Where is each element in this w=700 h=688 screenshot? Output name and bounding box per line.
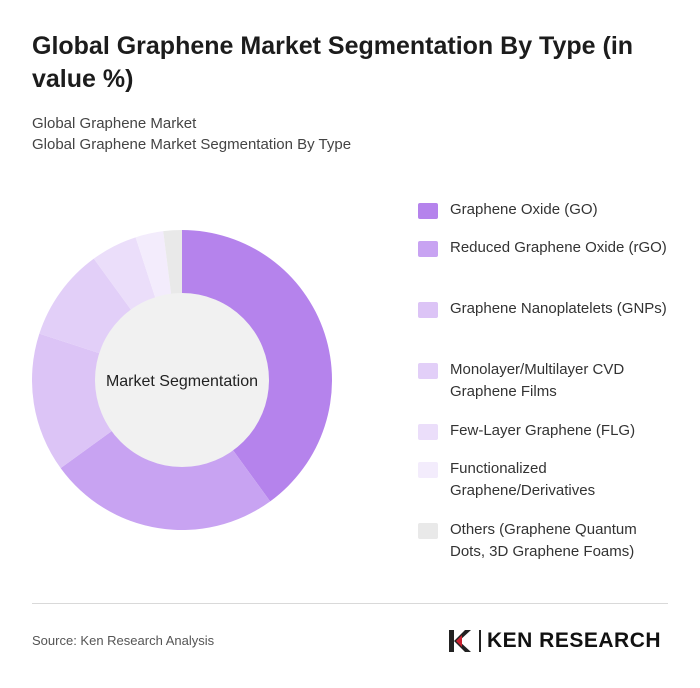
- legend-label: Few-Layer Graphene (FLG): [450, 422, 636, 439]
- ken-research-logo[interactable]: KEN RESEARCH: [447, 624, 661, 658]
- breadcrumb-line-1[interactable]: Global Graphene Market: [32, 115, 197, 132]
- legend-item-6[interactable]: Functionalized Graphene/Derivatives: [418, 458, 670, 502]
- legend-swatch: [418, 363, 438, 379]
- source-note: Source: Ken Research Analysis: [32, 633, 215, 648]
- legend-label: Graphene Oxide (GO): [450, 201, 598, 218]
- donut-chart: Market Segmentation: [32, 230, 332, 530]
- legend-swatch: [418, 424, 438, 440]
- breadcrumb: Global Graphene Market Global Graphene M…: [32, 113, 672, 155]
- legend-label: Functionalized Graphene/Derivatives: [450, 460, 596, 499]
- legend-label: Others (Graphene Quantum Dots, 3D Graphe…: [450, 521, 637, 560]
- legend-item-4[interactable]: Monolayer/Multilayer CVD Graphene Films: [418, 359, 670, 403]
- logo-separator: [479, 630, 481, 652]
- legend-item-7[interactable]: Others (Graphene Quantum Dots, 3D Graphe…: [418, 519, 670, 563]
- center-label: Market Segmentation: [106, 373, 258, 390]
- breadcrumb-line-2[interactable]: Global Graphene Market Segmentation By T…: [32, 136, 352, 153]
- legend-label: Monolayer/Multilayer CVD Graphene Films: [450, 361, 625, 400]
- legend-item-2[interactable]: Reduced Graphene Oxide (rGO): [418, 237, 670, 259]
- ken-research-logo-icon: [449, 630, 471, 652]
- legend-swatch: [418, 241, 438, 257]
- legend-item-1[interactable]: Graphene Oxide (GO): [418, 199, 670, 221]
- legend-swatch: [418, 462, 438, 478]
- legend-swatch: [418, 523, 438, 539]
- logo-text: KEN RESEARCH: [487, 629, 662, 652]
- legend-swatch: [418, 203, 438, 219]
- donut-hole: [95, 293, 269, 467]
- legend-swatch: [418, 302, 438, 318]
- legend-item-5[interactable]: Few-Layer Graphene (FLG): [418, 420, 670, 442]
- legend-item-3[interactable]: Graphene Nanoplatelets (GNPs): [418, 298, 670, 320]
- page-title: Global Graphene Market Segmentation By T…: [32, 32, 634, 93]
- footer-divider: [32, 603, 668, 604]
- legend-label: Graphene Nanoplatelets (GNPs): [450, 300, 667, 317]
- legend-label: Reduced Graphene Oxide (rGO): [450, 239, 667, 256]
